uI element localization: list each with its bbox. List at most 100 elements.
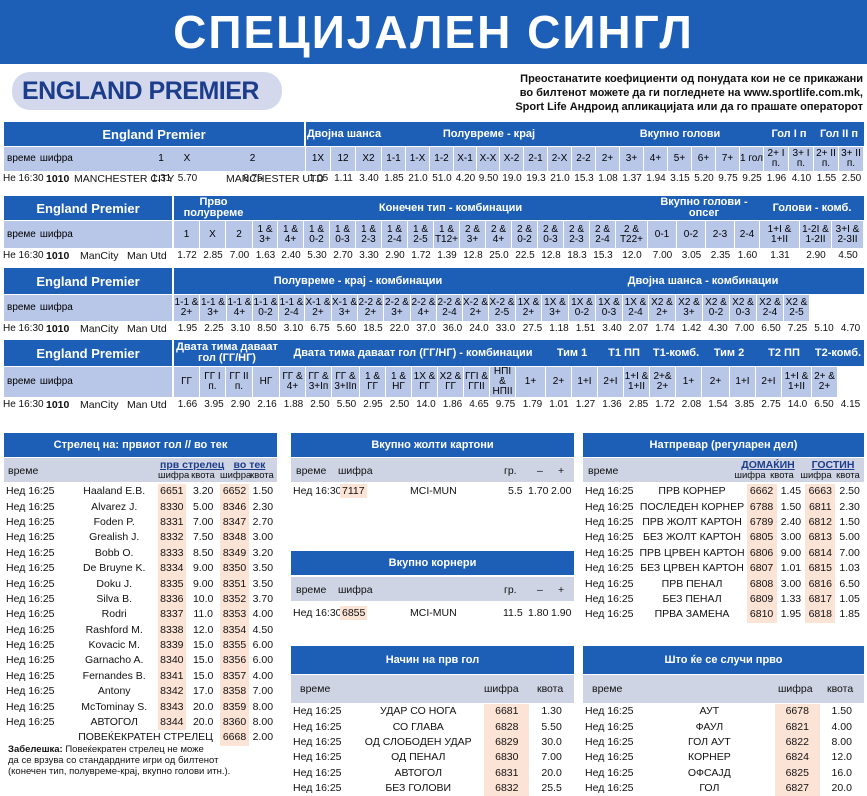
group-header: Т2 ПП — [756, 340, 812, 366]
table-row: Нед 16:25 Alvarez J. 8330 5.00 8346 2.30 — [4, 499, 277, 515]
column-head: X2 — [356, 147, 381, 171]
first-odd: 20.0 — [192, 716, 214, 729]
odd-value: 1.39 — [437, 250, 457, 261]
column-head: 2-2 & 2-4 — [437, 295, 462, 321]
group-header: Полувреме - крај - комбинации — [174, 268, 542, 294]
column-head: 2-2 & 2+ — [358, 295, 383, 321]
table-row: Нед 16:25 Grealish J. 8332 7.50 8348 3.00 — [4, 530, 277, 546]
column-head: 2+ — [546, 367, 571, 397]
odd-value: 5.30 — [307, 250, 327, 261]
table-row: Нед 16:25 Doku J. 8335 9.00 8351 3.50 — [4, 576, 277, 592]
odd-value: 1.08 — [598, 173, 618, 184]
odd-value: 2.50 — [389, 399, 410, 410]
time-label: време — [7, 228, 36, 240]
event-code: 6830 — [484, 750, 530, 766]
odd-value: 1.31 — [770, 250, 790, 261]
live-odd: 6.00 — [252, 639, 274, 652]
odd-value: 1.54 — [708, 399, 728, 410]
player-name: Doku J. — [96, 577, 132, 590]
column-head: НГ — [253, 367, 279, 397]
corners-line: 11.5 — [503, 607, 523, 619]
group-header: Вкупно голови — [596, 122, 764, 146]
column-head: 2+ — [596, 147, 619, 171]
odd-value: 2.90 — [806, 250, 826, 261]
group-header: Тим 2 — [702, 340, 756, 366]
column-head: 2-2 & 3+ — [384, 295, 410, 321]
away-odd: 1.05 — [839, 592, 860, 605]
away-team: Man Utd — [127, 323, 167, 335]
odd-value: 25.0 — [489, 250, 509, 261]
firstgoal-table: Нед 16:25 УДАР СО НОГА 6681 1.30 Нед 16:25 СО… — [291, 704, 574, 796]
event-code: 6831 — [484, 765, 530, 781]
corners-header — [291, 551, 574, 575]
row-time: Нед 16:25 — [585, 546, 634, 559]
event-code: 6827 — [775, 780, 820, 796]
code-label: шифра — [39, 153, 73, 164]
column-head: 2-1 — [524, 147, 547, 171]
column-head: X-2 — [500, 147, 523, 171]
group-header: Голови - комб. — [760, 196, 864, 220]
odd-value: 8.50 — [257, 323, 277, 334]
odd-value: 12.8 — [463, 250, 483, 261]
table-row: Нед 16:25 ПОСЛЕДЕН КОРНЕР 6788 1.50 6811 2.30 — [583, 499, 864, 515]
odd-value: 2.50 — [841, 173, 862, 184]
firsthappen-colheader — [583, 675, 864, 703]
event-name: БЕЗ ЦРВЕН КАРТОН — [640, 562, 744, 575]
event-name: ФАУЛ — [695, 720, 724, 733]
row-time: Нед 16:25 — [6, 500, 55, 513]
column-head: X-2 & 2-5 — [489, 295, 515, 321]
odd-value: 6.50 — [814, 399, 834, 410]
row-time: Нед 16:25 — [6, 608, 55, 621]
scorer-odd-label: квота — [191, 470, 215, 481]
row-time: Нед 16:25 — [6, 685, 55, 698]
column-head: 1-1 & 4+ — [227, 295, 252, 321]
competition-label: England Premier — [4, 122, 304, 146]
first-odd: 5.00 — [192, 500, 214, 513]
cards-over-odd: 2.00 — [551, 485, 572, 497]
row-time: Нед 16:25 — [6, 546, 55, 559]
matchreg-colheader — [583, 458, 864, 482]
event-odd: 16.0 — [831, 766, 852, 779]
column-head: 2 & 4+ — [486, 221, 511, 248]
column-head: 3+ — [620, 147, 643, 171]
odd-value: 1.36 — [602, 399, 622, 410]
event-code: 6832 — [484, 780, 530, 796]
odd-value: 9.75 — [495, 399, 516, 410]
firsthappen-table: Нед 16:25 АУТ 6678 1.50 Нед 16:25 ФАУЛ 6821 4.0… — [583, 704, 864, 796]
row-time: Нед 16:25 — [6, 639, 55, 652]
column-head: 2+& 2+ — [650, 367, 675, 397]
event-odd: 30.0 — [541, 735, 562, 748]
column-head: 1 & 2-4 — [382, 221, 407, 248]
odd-value: 5.60 — [336, 323, 357, 334]
odd-value: 14.0 — [416, 399, 436, 410]
live-code: 8355 — [220, 637, 249, 654]
table-row: Нед 16:25 Bobb O. 8333 8.50 8349 3.20 — [4, 545, 277, 561]
event-name: АУТ — [699, 705, 720, 718]
cards-line: 5.5 — [508, 485, 523, 497]
event-odd: 20.0 — [831, 782, 852, 795]
odd-value: 2.16 — [257, 399, 277, 410]
live-odd: 1.50 — [252, 485, 274, 498]
remark-line: Повеќекратен стрелец не може — [65, 744, 204, 755]
group-header: Двојна шанса — [306, 122, 382, 146]
event-odd: 20.0 — [541, 766, 562, 779]
table-row: Нед 16:25 ПРВ ЖОЛТ КАРТОН 6789 2.40 6812 1.50 — [583, 514, 864, 531]
corners-minus-label: – — [537, 584, 543, 596]
column-head: 2+ & 2+ — [812, 367, 837, 397]
first-code: 8344 — [157, 714, 186, 731]
table-row: Нед 16:25 Rashford M. 8338 12.0 8354 4.50 — [4, 622, 277, 638]
live-odd: 4.00 — [252, 669, 274, 682]
home-odd: 3.00 — [780, 531, 802, 544]
player-name: Rodri — [101, 608, 127, 621]
player-name: Grealish J. — [89, 531, 140, 544]
odd-value: 19.0 — [502, 173, 522, 184]
column-head: X-1 & 2+ — [305, 295, 331, 321]
odd-value: 9.50 — [478, 173, 499, 184]
row-time: Нед 16:25 — [293, 720, 342, 733]
column-head: X — [175, 147, 199, 171]
remark-line: да се врзува со стандардните игри од бил… — [8, 755, 219, 766]
table-row: Нед 16:25 ОД ПЕНАЛ 6830 7.00 — [291, 750, 574, 766]
event-odd: 25.5 — [541, 782, 562, 795]
event-name: БЕЗ ЖОЛТ КАРТОН — [643, 531, 742, 544]
live-code: 8354 — [220, 622, 249, 638]
